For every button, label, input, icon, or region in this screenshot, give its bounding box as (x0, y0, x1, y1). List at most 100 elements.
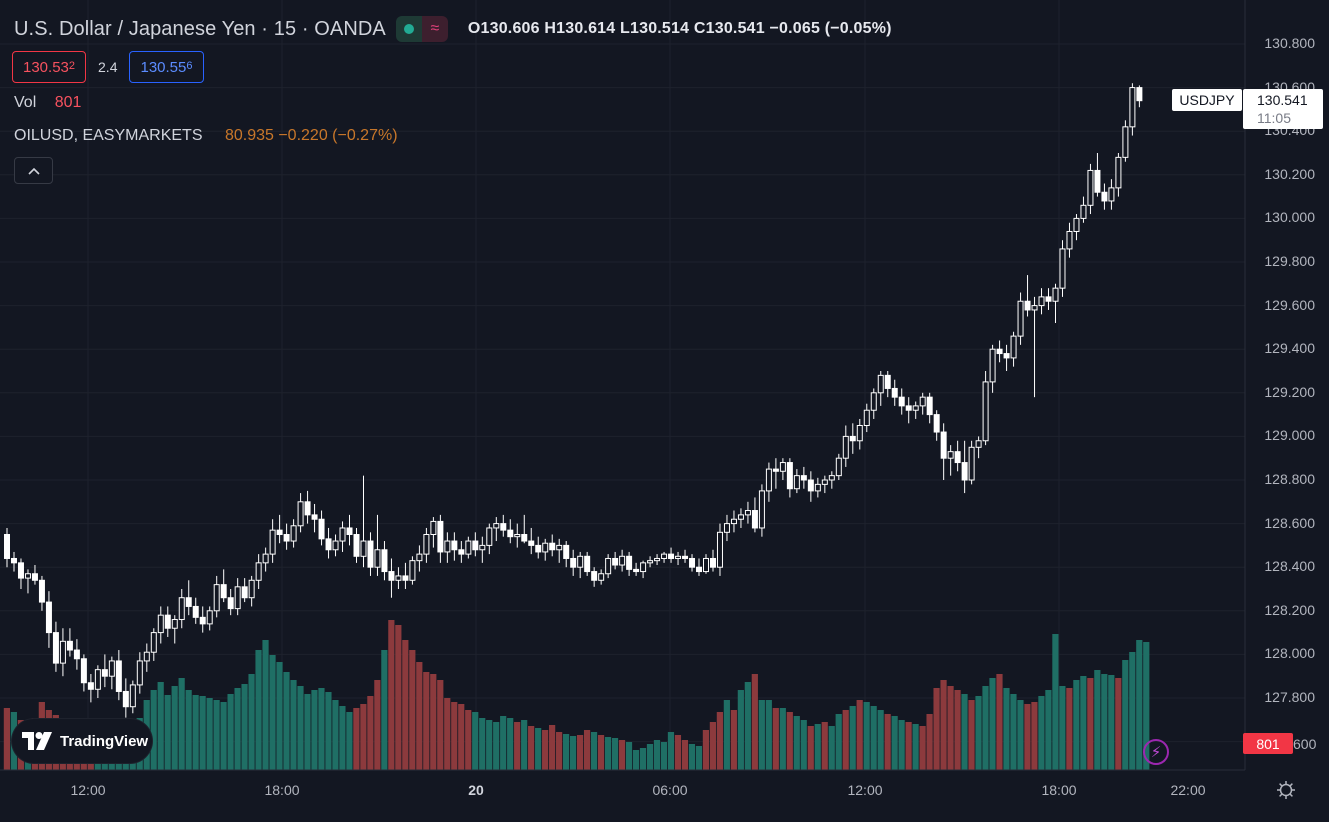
candle (4, 527, 10, 568)
candle (17, 558, 24, 589)
volume-bar (1101, 674, 1108, 770)
candle-body (297, 501, 304, 527)
volume-legend[interactable]: Vol 801 (14, 94, 81, 112)
volume-bar (1087, 678, 1094, 770)
volume-bar (646, 744, 654, 770)
trade-buttons-row: 130.53 2 2.4 130.55 6 (12, 51, 204, 83)
candle (59, 628, 66, 677)
volume-bar (437, 680, 444, 770)
candle (856, 418, 863, 450)
spread-value: 2.4 (98, 59, 118, 75)
volume-bar (569, 736, 577, 770)
candle (1066, 222, 1073, 258)
candle (696, 558, 703, 576)
candle (737, 508, 744, 528)
candle (430, 517, 437, 548)
candle-body (1059, 248, 1066, 289)
symbol-title[interactable]: U.S. Dollar / Japanese Yen · 15 · OANDA (14, 17, 386, 40)
gear-icon[interactable] (1274, 778, 1298, 802)
candle-body (1017, 300, 1024, 337)
volume-bar (283, 672, 290, 770)
candle-body (311, 514, 318, 520)
candle-body (465, 540, 472, 555)
candle-body (842, 435, 849, 459)
candle (73, 639, 80, 670)
candle-body (234, 586, 241, 610)
compare-symbol-legend[interactable]: OILUSD, EASYMARKETS 80.935 −0.220 (−0.27… (14, 127, 398, 145)
volume-bar (1024, 704, 1031, 770)
candle-body (996, 348, 1003, 355)
candle (975, 436, 982, 459)
candlesticks (4, 83, 1143, 718)
compare-symbol-value: 80.935 −0.220 (−0.27%) (224, 127, 398, 144)
volume-bar (241, 684, 248, 770)
market-status-pill[interactable]: ≈ (395, 16, 448, 42)
candle (758, 484, 765, 537)
candle (339, 521, 346, 552)
buy-button[interactable]: 130.55 6 (129, 51, 204, 83)
volume-bar (395, 625, 402, 770)
candle-body (640, 562, 647, 573)
candle-body (744, 510, 751, 516)
candle (905, 397, 912, 424)
candle-body (437, 520, 444, 553)
volume-bar (563, 734, 570, 770)
candle-body (563, 544, 570, 559)
candle (1024, 275, 1031, 317)
volume-bar (325, 692, 332, 770)
candle (1059, 240, 1066, 297)
candle-body (185, 597, 192, 607)
volume-bar (157, 682, 164, 770)
volume-bar (234, 688, 241, 770)
volume-bar (856, 700, 863, 770)
candle (661, 551, 668, 563)
candle-body (807, 479, 814, 492)
price-axis-label: 128.400 (1264, 558, 1315, 575)
volume-bar (996, 674, 1003, 770)
candle (318, 510, 325, 546)
candle-body (689, 557, 696, 568)
candle (290, 519, 297, 548)
last-price-tag: 130.541 11:05 (1243, 89, 1323, 129)
candle-body (178, 597, 185, 621)
candle-body (381, 549, 388, 573)
lightning-icon[interactable]: ⚡ (1143, 739, 1169, 765)
volume-bar (695, 746, 703, 770)
candle-body (570, 557, 577, 568)
candle-body (786, 462, 793, 490)
candle (304, 490, 311, 524)
candle (528, 527, 535, 555)
candle-body (912, 405, 919, 411)
volume-bar (381, 650, 388, 770)
sell-button[interactable]: 130.53 2 (12, 51, 87, 83)
candle (45, 591, 52, 648)
volume-bar (597, 735, 605, 770)
volume-bar (905, 722, 912, 770)
candle (10, 551, 17, 572)
candle (940, 423, 947, 480)
volume-bar (1073, 680, 1080, 770)
price-axis-label: 128.800 (1264, 471, 1315, 487)
tradingview-logo[interactable]: TradingView (12, 719, 152, 763)
candle (332, 534, 339, 557)
candle (591, 567, 598, 587)
candle-body (884, 374, 891, 389)
volume-bar (800, 720, 807, 770)
candle (108, 656, 115, 690)
volume-bar (730, 710, 737, 770)
volume-bar (772, 708, 779, 770)
volume-bar (213, 700, 220, 770)
candle (66, 628, 73, 657)
candle-body (164, 614, 171, 629)
volume-bar (639, 748, 647, 770)
candle-body (332, 540, 339, 551)
candle (283, 523, 290, 550)
candle-body (1066, 230, 1073, 250)
candle (989, 344, 996, 393)
volume-bar (709, 722, 716, 770)
volume-bar (199, 696, 206, 770)
candle-body (24, 573, 31, 579)
volume-bar (1066, 688, 1073, 770)
collapse-legend-button[interactable] (14, 157, 53, 184)
